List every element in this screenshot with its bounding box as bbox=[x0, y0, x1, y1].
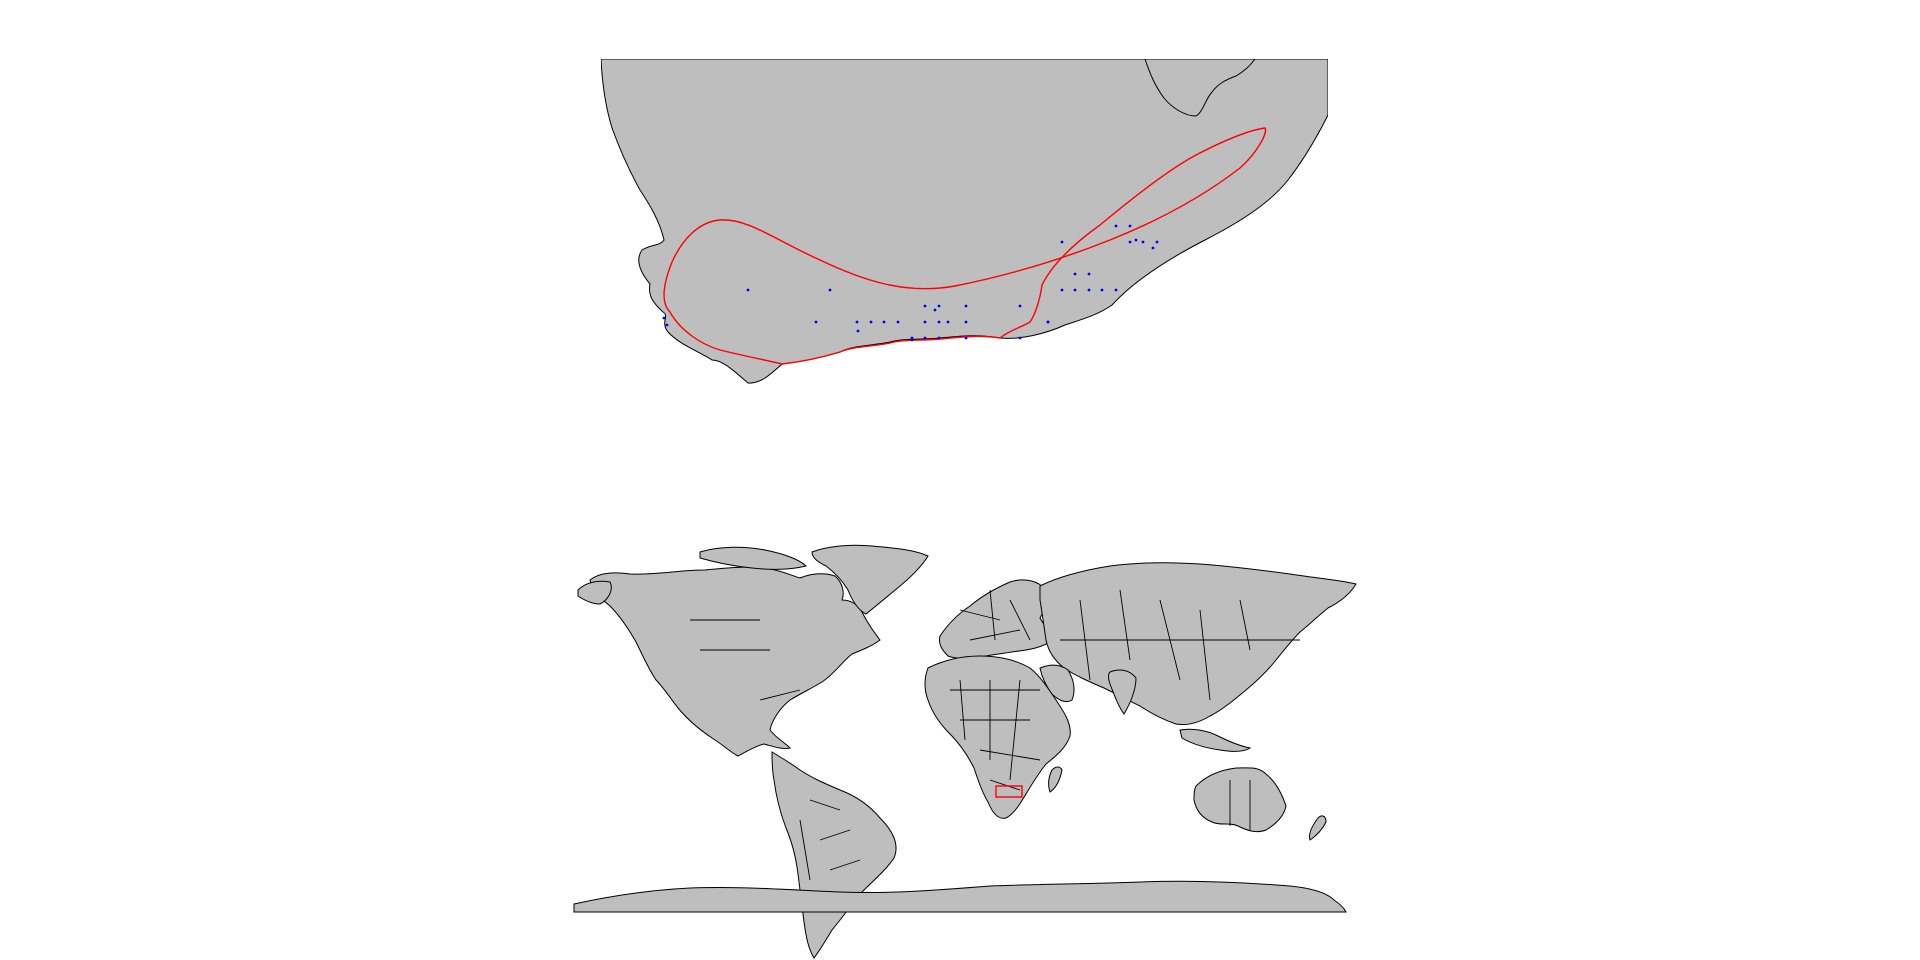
occurrence-point bbox=[923, 320, 927, 324]
occurrence-point bbox=[814, 320, 818, 324]
world-map bbox=[573, 544, 1357, 959]
south-america-land bbox=[771, 751, 897, 959]
occurrence-point bbox=[882, 320, 886, 324]
occurrence-point bbox=[1046, 320, 1050, 324]
madagascar-world-land bbox=[1048, 766, 1063, 793]
occurrence-point bbox=[1087, 288, 1091, 292]
antarctica-land bbox=[573, 880, 1347, 913]
occurrence-point bbox=[1073, 272, 1077, 276]
southern-africa-land bbox=[601, 59, 1328, 384]
occurrence-point bbox=[937, 304, 941, 308]
occurrence-point bbox=[1141, 240, 1145, 244]
occurrence-point bbox=[1060, 240, 1064, 244]
occurrence-point bbox=[964, 304, 968, 308]
range-outline bbox=[663, 127, 1267, 365]
occurrence-point bbox=[964, 320, 968, 324]
occurrence-point bbox=[665, 323, 669, 327]
occurrence-point bbox=[964, 336, 968, 340]
occurrence-point bbox=[1087, 272, 1091, 276]
country-borders bbox=[690, 589, 1300, 881]
occurrence-point bbox=[1100, 288, 1104, 292]
southeast-asia-islands-land bbox=[1179, 728, 1252, 752]
occurrence-point bbox=[1060, 288, 1064, 292]
occurrence-point bbox=[1018, 336, 1022, 340]
occurrence-point bbox=[923, 304, 927, 308]
occurrence-point bbox=[923, 336, 927, 340]
occurrence-point bbox=[662, 316, 666, 320]
occurrence-point bbox=[1155, 240, 1159, 244]
detail-map bbox=[601, 59, 1328, 384]
australia-land bbox=[1193, 767, 1287, 833]
alaska-land bbox=[577, 580, 612, 605]
extent-box bbox=[995, 785, 1023, 798]
occurrence-point bbox=[1114, 224, 1118, 228]
occurrence-point bbox=[828, 288, 832, 292]
occurrence-point bbox=[910, 338, 914, 342]
south-asia-land bbox=[1039, 664, 1137, 715]
greenland-land bbox=[811, 544, 929, 615]
occurrence-point bbox=[1128, 240, 1132, 244]
occurrence-point bbox=[937, 336, 941, 340]
occurrence-point bbox=[1018, 304, 1022, 308]
asia-land bbox=[1039, 562, 1357, 725]
arctic-islands-land bbox=[699, 546, 807, 570]
occurrence-point bbox=[1151, 246, 1155, 250]
occurrence-point bbox=[869, 320, 873, 324]
occurrence-point bbox=[1114, 288, 1118, 292]
occurrence-point bbox=[856, 329, 860, 333]
madagascar-land bbox=[1144, 59, 1256, 117]
occurrence-point bbox=[933, 308, 937, 312]
occurrence-point bbox=[1134, 238, 1138, 242]
occurrence-point bbox=[1073, 288, 1077, 292]
new-zealand-land bbox=[1309, 815, 1327, 841]
occurrence-point bbox=[910, 336, 914, 340]
north-america-land bbox=[589, 566, 881, 757]
occurrence-points bbox=[662, 224, 1159, 342]
occurrence-point bbox=[746, 288, 750, 292]
occurrence-point bbox=[937, 320, 941, 324]
occurrence-point bbox=[946, 320, 950, 324]
occurrence-point bbox=[896, 320, 900, 324]
occurrence-point bbox=[855, 320, 859, 324]
occurrence-point bbox=[1128, 224, 1132, 228]
